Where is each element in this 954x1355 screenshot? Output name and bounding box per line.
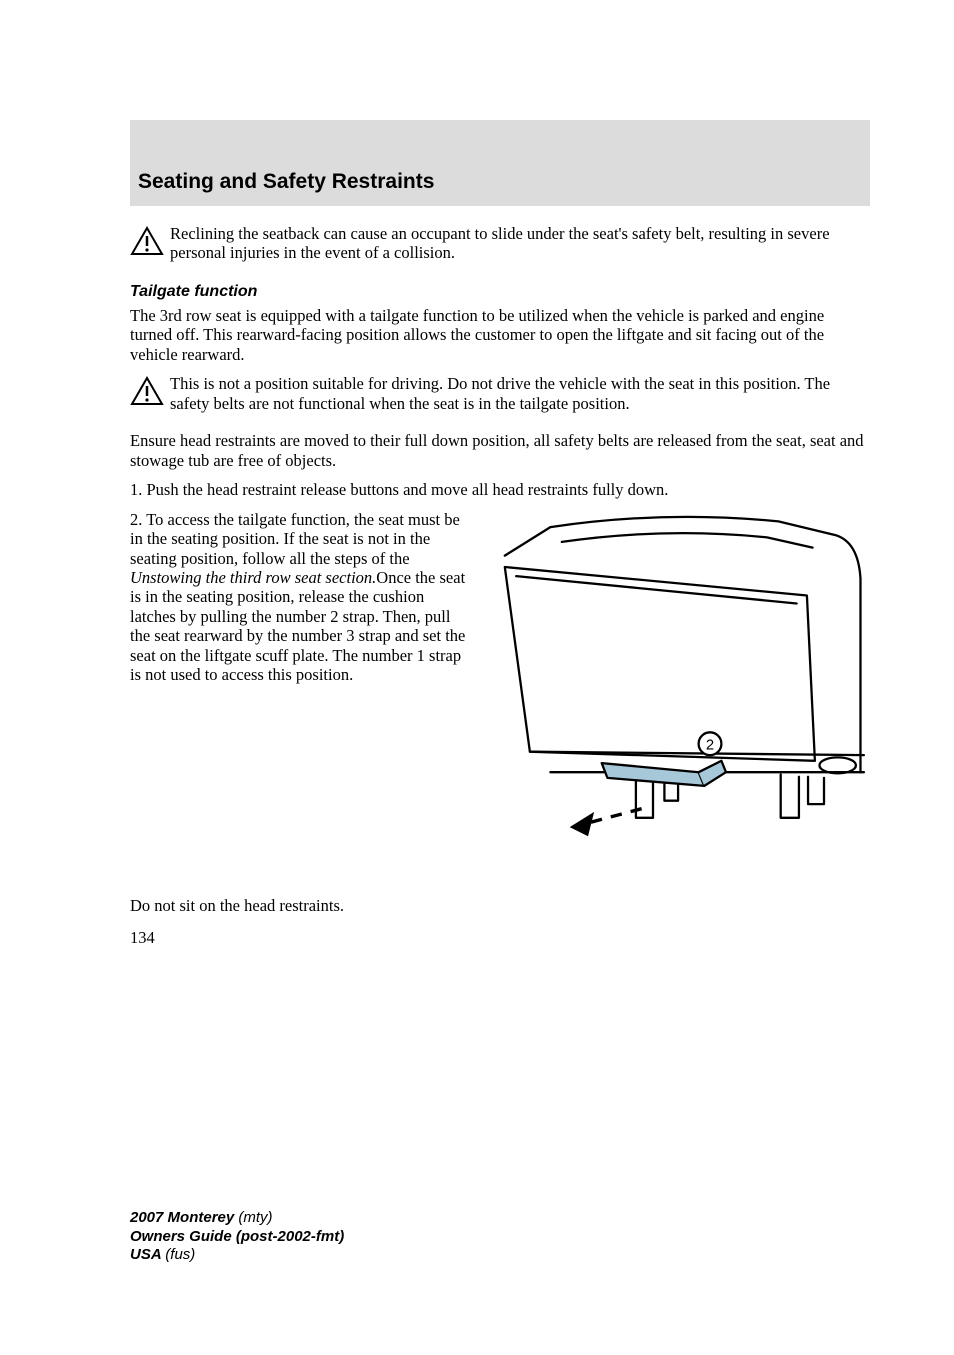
step-2a: 2. To access the tailgate function, the … bbox=[130, 510, 460, 568]
para-dont-sit: Do not sit on the head restraints. bbox=[130, 896, 870, 915]
warning-driving: This is not a position suitable for driv… bbox=[130, 374, 870, 413]
footer-line1: 2007 Monterey (mty) bbox=[130, 1209, 344, 1228]
step-2-text: 2. To access the tailgate function, the … bbox=[130, 510, 470, 856]
warning-icon bbox=[130, 376, 164, 406]
footer: 2007 Monterey (mty) Owners Guide (post-2… bbox=[130, 1209, 344, 1265]
seat-diagram: 2 bbox=[482, 510, 870, 856]
footer-line3: USA (fus) bbox=[130, 1246, 344, 1265]
page-content: Reclining the seatback can cause an occu… bbox=[130, 224, 870, 947]
para-ensure: Ensure head restraints are moved to thei… bbox=[130, 431, 870, 470]
step-1: 1. Push the head restraint release butto… bbox=[130, 480, 870, 499]
page-number: 134 bbox=[130, 928, 870, 947]
warning-text: Reclining the seatback can cause an occu… bbox=[170, 224, 830, 262]
section-title: Seating and Safety Restraints bbox=[138, 170, 870, 194]
para-tailgate-intro: The 3rd row seat is equipped with a tail… bbox=[130, 306, 870, 364]
diagram-label: 2 bbox=[706, 737, 714, 753]
step-2-row: 2. To access the tailgate function, the … bbox=[130, 510, 870, 856]
header-band: Seating and Safety Restraints bbox=[130, 120, 870, 206]
warning-icon bbox=[130, 226, 164, 256]
footer-line2: Owners Guide (post-2002-fmt) bbox=[130, 1228, 344, 1247]
step-2-italic: Unstowing the third row seat section. bbox=[130, 568, 376, 587]
warning-recline: Reclining the seatback can cause an occu… bbox=[130, 224, 870, 263]
subheading-tailgate: Tailgate function bbox=[130, 283, 870, 302]
warning-text: This is not a position suitable for driv… bbox=[170, 374, 830, 412]
